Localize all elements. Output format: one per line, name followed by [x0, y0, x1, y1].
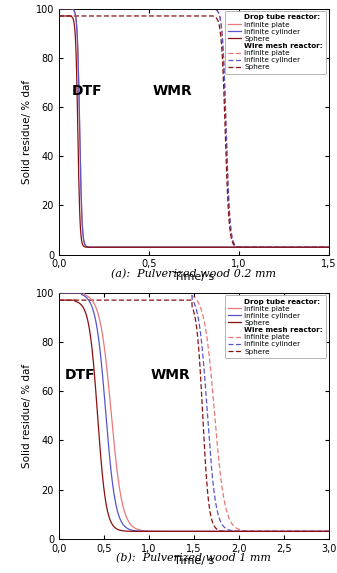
- Text: WMR: WMR: [151, 368, 190, 382]
- Text: DTF: DTF: [71, 84, 102, 98]
- Y-axis label: Solid residue/ % daf: Solid residue/ % daf: [22, 80, 32, 184]
- Text: DTF: DTF: [64, 368, 95, 382]
- X-axis label: Time/ s: Time/ s: [174, 272, 214, 282]
- Text: (a):  Pulverized wood 0.2 mm: (a): Pulverized wood 0.2 mm: [111, 269, 276, 279]
- X-axis label: Time/ s: Time/ s: [174, 556, 214, 566]
- Legend: Drop tube reactor:, Infinite plate, Infinite cylinder, Sphere, Wire mesh reactor: Drop tube reactor:, Infinite plate, Infi…: [225, 11, 327, 74]
- Y-axis label: Solid residue/ % daf: Solid residue/ % daf: [22, 364, 32, 468]
- Text: (b):  Pulverized wood 1 mm: (b): Pulverized wood 1 mm: [116, 553, 271, 563]
- Text: WMR: WMR: [152, 84, 192, 98]
- Legend: Drop tube reactor:, Infinite plate, Infinite cylinder, Sphere, Wire mesh reactor: Drop tube reactor:, Infinite plate, Infi…: [225, 295, 327, 358]
